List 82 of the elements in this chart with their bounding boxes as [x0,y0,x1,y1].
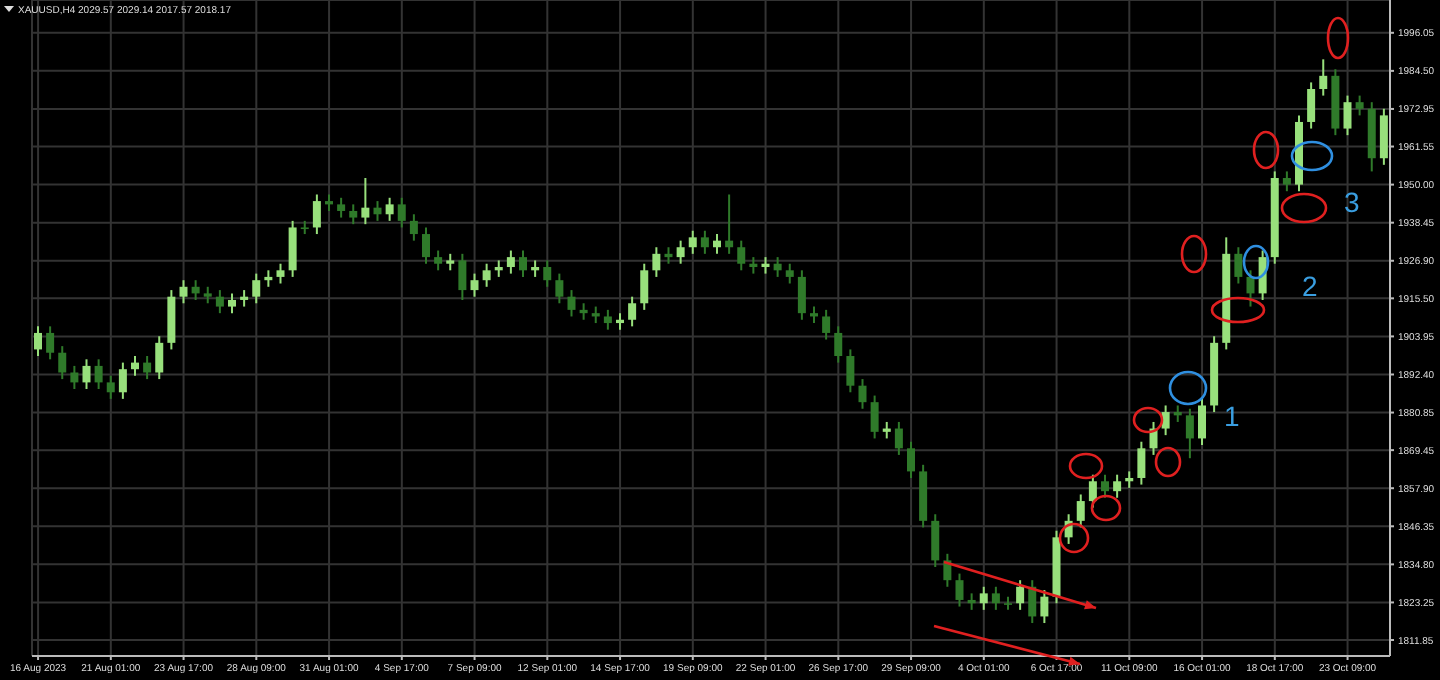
candlestick [1137,440,1146,486]
annotation: 1 [1224,400,1240,432]
candlestick [46,325,55,361]
candlestick [979,585,988,611]
candlestick [373,200,382,222]
candlestick [1355,94,1364,117]
candlestick [567,289,576,318]
candlestick [676,239,685,265]
candlestick [422,226,430,265]
candlestick [822,308,831,341]
candlestick [991,585,1000,611]
candlestick [385,196,394,222]
candlestick [191,279,200,301]
candlestick [870,394,879,440]
candlestick [361,177,370,226]
candlestick [1076,493,1085,529]
candlestick [58,345,67,381]
candlestick [82,358,91,390]
candlestick [603,308,612,331]
candlestick [397,196,406,229]
candlestick [106,374,115,400]
candlestick [482,262,491,288]
candlestick [907,440,915,479]
candlestick [931,513,940,568]
candlestick [519,249,527,278]
candlestick [858,378,867,410]
candlestick [349,203,358,226]
candlestick [1343,94,1352,137]
candlestick [555,272,564,305]
candlestick [70,364,79,390]
candlestick [955,572,964,608]
candlestick [1185,407,1194,460]
candlestick [700,229,709,255]
candlestick [1016,579,1025,611]
candlestick [458,252,467,301]
candlestick [470,272,479,298]
candlestick [785,262,794,285]
candlestick [179,279,188,305]
candlestick [1198,397,1206,447]
candlestick [118,361,127,400]
candlestick [652,246,661,278]
candlestick [409,213,418,242]
candlestick [1319,58,1328,97]
candlestick [713,233,721,255]
candlestick [252,272,261,305]
candlestick [1113,473,1122,499]
candlestick [737,239,746,272]
candlestick [337,196,346,219]
candlestick [543,259,552,288]
candlestick [288,219,297,278]
candlestick [312,193,321,236]
annotation: 3 [1344,186,1360,218]
candlestick [1161,404,1170,437]
candlestick [506,249,515,275]
candlestick [1307,81,1316,130]
annotation: 2 [1302,270,1318,302]
candlestick [797,269,806,321]
candlestick [143,355,152,381]
candlestick [34,325,42,358]
candlestick [228,292,236,315]
candlestick [773,256,782,278]
candlestick [725,193,734,255]
candlestick [628,295,637,328]
candlestick [846,348,855,394]
candlestick [1379,107,1388,166]
candlestick [894,420,903,456]
candlestick [640,262,649,311]
candlestick [215,289,224,315]
candlestick [1246,269,1255,308]
candlestick [1088,473,1097,509]
candlestick [1234,246,1243,285]
candlestick [131,355,139,377]
candlestick [155,335,164,381]
candlestick [434,249,443,272]
candlestick [1282,170,1291,193]
candlestick [1101,473,1109,499]
candlestick [276,262,285,285]
candlestick [834,325,843,364]
candlestick [688,229,697,255]
candlestick [1040,589,1049,625]
candlestick [167,289,176,351]
candlestick [94,358,103,390]
